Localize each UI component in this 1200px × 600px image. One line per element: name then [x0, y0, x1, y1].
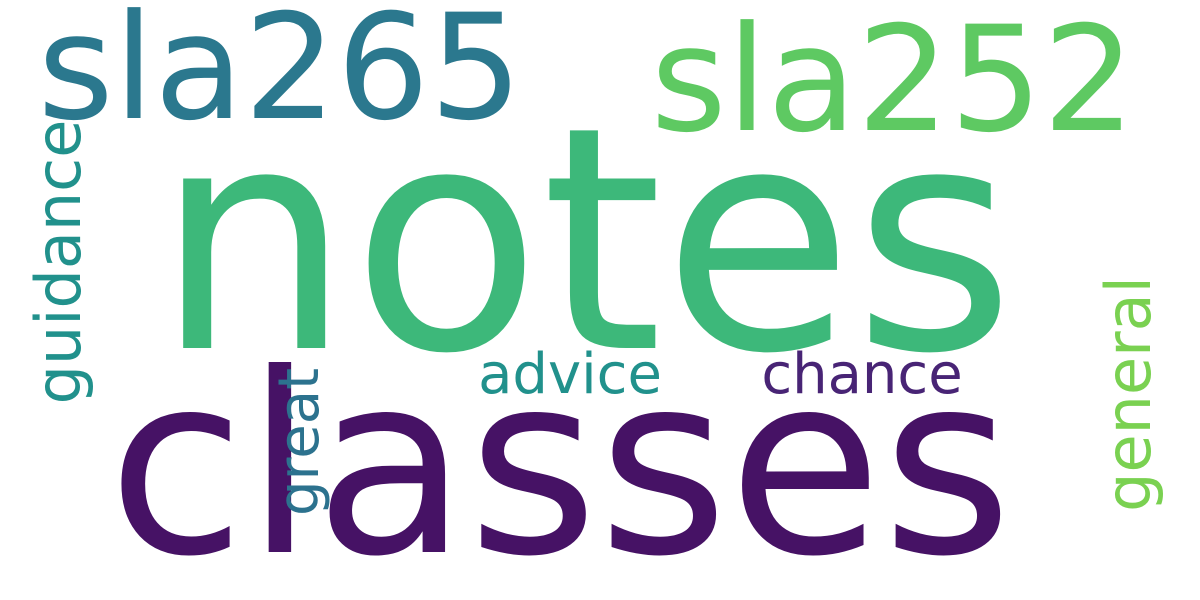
word-great: great — [267, 368, 332, 516]
word-general: general — [1092, 276, 1165, 512]
word-advice: advice — [478, 342, 662, 407]
word-chance: chance — [761, 342, 962, 407]
word-sla265: sla265 — [38, 0, 523, 153]
word-guidance: guidance — [22, 120, 95, 405]
word-classes: classes — [108, 320, 1013, 600]
word-sla252: sla252 — [651, 0, 1136, 165]
word-notes: notes — [155, 61, 1015, 422]
